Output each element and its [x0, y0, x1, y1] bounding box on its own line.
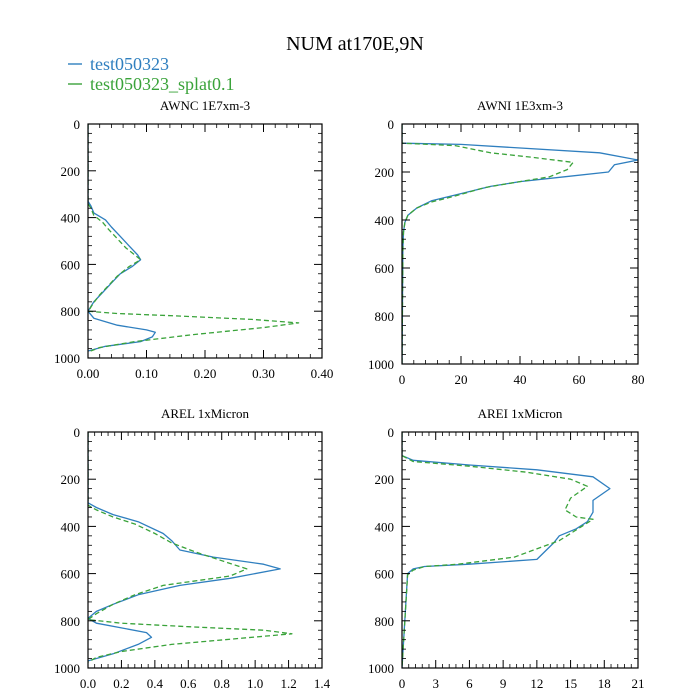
x-tick-label: 21 — [632, 676, 645, 691]
panel-3: AREL 1xMicron 0.0 0.2 0.4 0.6 0.8 1.0 1.2 1.4 0 20… — [54, 406, 331, 691]
y-tick-label: 0 — [74, 117, 81, 132]
y-tick-label: 1000 — [368, 357, 394, 372]
panel-title: AREL 1xMicron — [161, 406, 249, 421]
series-line-test050323-splat — [402, 124, 574, 364]
y-tick-label: 800 — [61, 304, 81, 319]
panel-title: AWNC 1E7xm-3 — [160, 98, 250, 113]
x-tick-label: 0.40 — [311, 366, 334, 381]
x-tick-label: 6 — [466, 676, 473, 691]
panel-4: AREI 1xMicron 0 3 6 9 12 15 18 21 0 200 400 600 800 10… — [368, 406, 645, 691]
y-tick-label: 600 — [375, 567, 395, 582]
x-tick-label: 80 — [632, 372, 645, 387]
x-tick-label: 1.0 — [247, 676, 263, 691]
x-tick-label: 60 — [573, 372, 586, 387]
series-line-test050323 — [402, 432, 611, 668]
x-tick-label: 12 — [530, 676, 543, 691]
series-line-test050323-splat — [88, 124, 300, 353]
y-tick-label: 800 — [375, 309, 395, 324]
x-tick-label: 0.4 — [147, 676, 164, 691]
x-tick-label: 0 — [399, 372, 406, 387]
x-tick-label: 0.20 — [194, 366, 217, 381]
x-tick-label: 0.10 — [135, 366, 158, 381]
x-tick-label: 0.8 — [214, 676, 230, 691]
series-line-test050323-splat — [88, 432, 293, 663]
x-tick-label: 0.0 — [80, 676, 96, 691]
x-tick-label: 1.2 — [280, 676, 296, 691]
y-tick-label: 0 — [388, 117, 395, 132]
y-tick-label: 600 — [61, 257, 81, 272]
figure-title: NUM at170E,9N — [286, 33, 424, 55]
y-tick-label: 600 — [61, 567, 81, 582]
y-tick-label: 0 — [74, 425, 81, 440]
y-tick-label: 1000 — [368, 661, 394, 676]
y-tick-label: 0 — [388, 425, 395, 440]
x-tick-label: 15 — [564, 676, 577, 691]
y-tick-label: 200 — [61, 164, 81, 179]
x-tick-label: 1.4 — [314, 676, 331, 691]
legend-label-test050323-splat: test050323_splat0.1 — [90, 74, 235, 94]
plot-frame — [401, 431, 639, 669]
legend-label-test050323: test050323 — [90, 54, 169, 74]
x-tick-label: 3 — [432, 676, 439, 691]
y-tick-label: 1000 — [54, 351, 80, 366]
panel-title: AREI 1xMicron — [478, 406, 563, 421]
y-tick-label: 400 — [61, 519, 81, 534]
panel-1: AWNC 1E7xm-3 0.00 0.10 0.20 0.30 0.40 0 200 400 6… — [54, 98, 333, 381]
y-tick-label: 400 — [375, 519, 395, 534]
series-line-test050323-splat — [402, 432, 594, 668]
x-tick-label: 0.30 — [252, 366, 275, 381]
series-line-test050323 — [88, 432, 281, 662]
y-tick-label: 600 — [375, 261, 395, 276]
y-tick-label: 400 — [61, 211, 81, 226]
series-line-test050323 — [402, 124, 638, 364]
x-tick-label: 0.00 — [77, 366, 100, 381]
x-tick-label: 0.6 — [180, 676, 197, 691]
x-tick-label: 18 — [598, 676, 611, 691]
x-tick-label: 0.2 — [113, 676, 129, 691]
plot-frame — [87, 431, 323, 669]
series-line-test050323 — [88, 124, 156, 352]
x-tick-label: 9 — [500, 676, 507, 691]
x-tick-label: 0 — [399, 676, 406, 691]
y-tick-label: 800 — [61, 614, 81, 629]
y-tick-label: 400 — [375, 213, 395, 228]
panel-title: AWNI 1E3xm-3 — [477, 98, 563, 113]
plot-frame — [401, 123, 639, 365]
y-tick-label: 200 — [61, 472, 81, 487]
y-tick-label: 800 — [375, 614, 395, 629]
plot-frame — [87, 123, 323, 359]
x-tick-label: 20 — [455, 372, 468, 387]
legend: test050323 test050323_splat0.1 — [68, 54, 235, 94]
y-tick-label: 1000 — [54, 661, 80, 676]
y-tick-label: 200 — [375, 165, 395, 180]
y-tick-label: 200 — [375, 472, 395, 487]
x-tick-label: 40 — [514, 372, 527, 387]
